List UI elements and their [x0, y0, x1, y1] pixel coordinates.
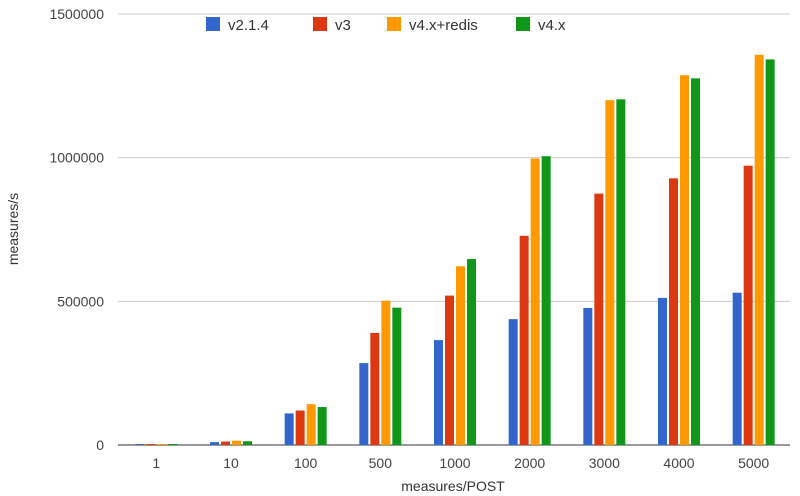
bar-v3-3000 [594, 193, 604, 445]
x-tick-label: 5000 [738, 455, 769, 471]
bar-v4-x-redis-5000 [754, 54, 764, 446]
x-tick-label: 1000 [439, 455, 470, 471]
bar-v2-1-4-1000 [434, 340, 443, 445]
bar-v2-1-4-5000 [732, 292, 742, 445]
bar-v4-x-100 [317, 407, 327, 445]
y-tick-label: 1500000 [49, 6, 104, 22]
bar-v4-x-1000 [467, 259, 476, 445]
bar-v4-x-4000 [691, 78, 700, 445]
y-tick-label: 500000 [57, 293, 104, 309]
bar-v2-1-4-1 [135, 444, 145, 445]
bar-v3-1000 [445, 295, 454, 445]
bar-v4-x-3000 [616, 99, 626, 445]
bar-v3-5000 [743, 165, 753, 445]
x-tick-label: 100 [294, 455, 318, 471]
x-tick-label: 3000 [589, 455, 620, 471]
x-tick-label: 2000 [514, 455, 545, 471]
bar-v2-1-4-100 [284, 413, 294, 445]
y-axis-title: measures/s [5, 193, 21, 265]
bar-v4-x-redis-100 [306, 404, 316, 445]
bar-v3-100 [295, 410, 305, 445]
legend-swatch [206, 17, 220, 31]
x-tick-label: 4000 [663, 455, 694, 471]
legend: v2.1.4 v3 v4.x+redis v4.x [206, 17, 566, 34]
bar-v4-x-redis-500 [381, 300, 391, 445]
bar-v3-500 [370, 332, 380, 445]
bar-v2-1-4-3000 [583, 307, 593, 445]
bar-v4-x-10 [243, 441, 252, 445]
bar-v4-x-redis-4000 [680, 75, 689, 446]
x-tick-label: 10 [223, 455, 239, 471]
bar-v4-x-500 [392, 307, 402, 445]
bar-v4-x-redis-3000 [605, 100, 615, 445]
bar-v2-1-4-4000 [658, 297, 667, 445]
legend-swatch [313, 17, 327, 31]
bar-v4-x-redis-1 [157, 444, 167, 445]
x-tick-label: 500 [369, 455, 393, 471]
bar-v4-x-redis-2000 [530, 158, 540, 445]
x-axis-title: measures/POST [401, 478, 505, 494]
bar-v4-x-5000 [765, 59, 775, 445]
legend-label: v2.1.4 [228, 17, 269, 34]
legend-label: v4.x [538, 17, 566, 34]
x-tick-label: 1 [152, 455, 160, 471]
bar-v3-10 [221, 441, 230, 445]
bar-v3-2000 [519, 235, 529, 445]
bar-v3-1 [146, 444, 156, 445]
bar-v2-1-4-500 [359, 363, 369, 445]
bar-v4-x-redis-1000 [456, 266, 465, 445]
bar-v2-1-4-2000 [508, 319, 518, 445]
y-axis-ticks: 0 500000 1000000 1500000 [49, 6, 104, 453]
bar-v2-1-4-10 [210, 442, 219, 445]
legend-swatch [387, 17, 401, 31]
bar-v4-x-1 [168, 444, 178, 445]
y-tick-label: 1000000 [49, 150, 104, 166]
y-tick-label: 0 [96, 437, 104, 453]
bar-v4-x-redis-10 [232, 440, 241, 445]
bar-v3-4000 [669, 178, 678, 445]
legend-label: v3 [335, 17, 351, 34]
legend-swatch [516, 17, 530, 31]
bar-v4-x-2000 [541, 156, 551, 446]
bars [135, 54, 775, 446]
legend-label: v4.x+redis [409, 17, 478, 34]
x-axis-ticks: 1 10 100 500 1000 2000 3000 4000 5000 [152, 455, 769, 471]
